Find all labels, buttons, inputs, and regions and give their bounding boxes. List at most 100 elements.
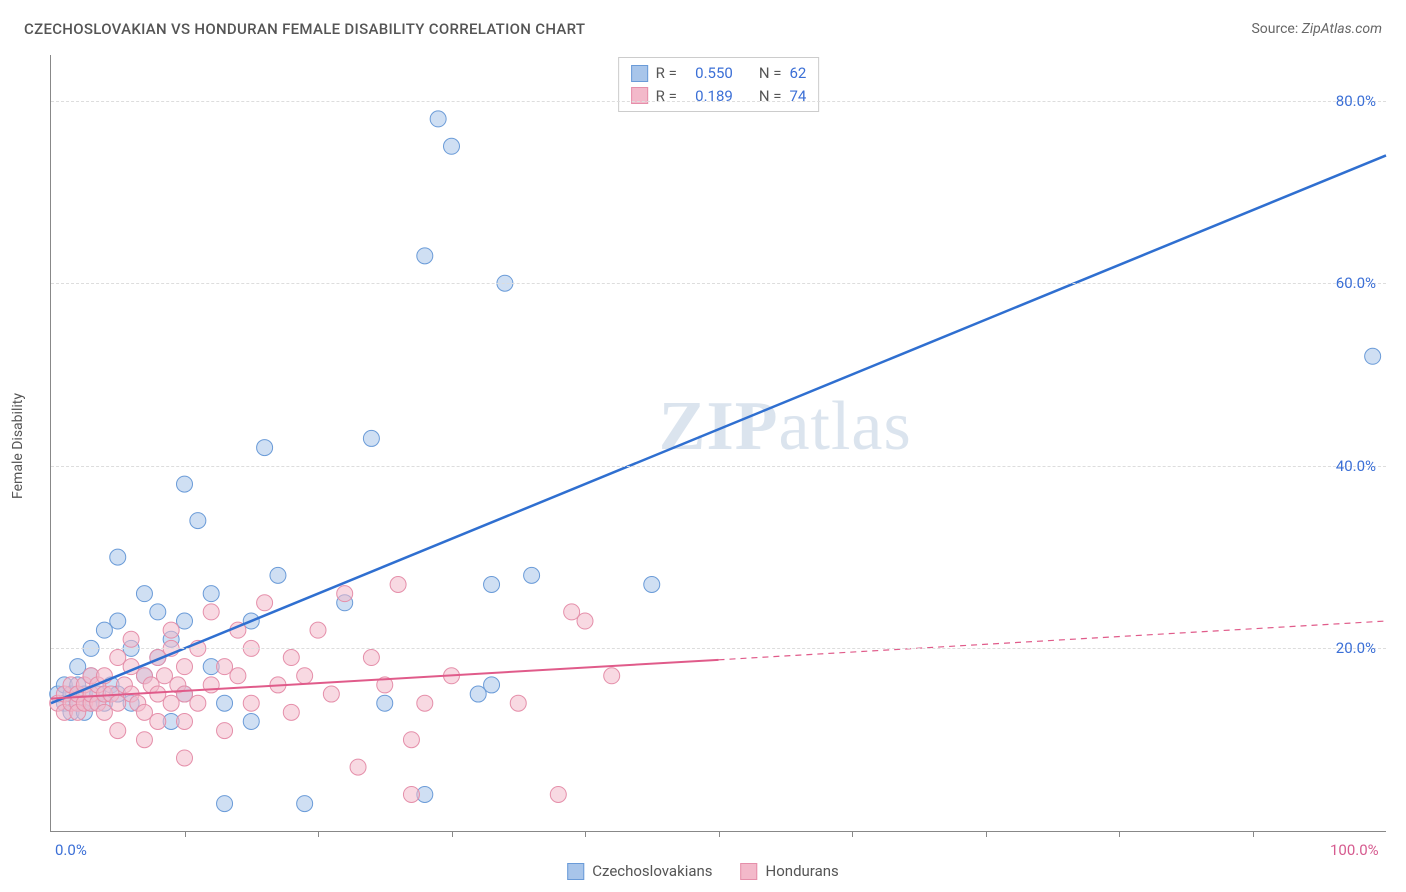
scatter-point [177, 613, 193, 629]
scatter-point [96, 704, 112, 720]
scatter-point [177, 750, 193, 766]
scatter-point [444, 138, 460, 154]
gridline [51, 648, 1386, 649]
xtick [318, 831, 319, 837]
stats-r-value: 0.189 [685, 85, 733, 108]
legend-swatch [567, 863, 584, 880]
scatter-point [390, 577, 406, 593]
scatter-point [110, 723, 126, 739]
ytick-label: 80.0% [1336, 92, 1376, 110]
scatter-point [70, 659, 86, 675]
legend-item: Czechoslovakians [567, 862, 712, 880]
xtick [719, 831, 720, 837]
stats-row: R = 0.550 N = 62 [631, 62, 807, 85]
scatter-point [604, 668, 620, 684]
xtick [1253, 831, 1254, 837]
scatter-point [150, 713, 166, 729]
plot-area: ZIPatlas R =0.550N =62R =0.189N =74 20.0… [50, 55, 1386, 832]
scatter-point [417, 248, 433, 264]
scatter-point [177, 659, 193, 675]
scatter-point [363, 430, 379, 446]
scatter-point [136, 704, 152, 720]
scatter-point [156, 668, 172, 684]
scatter-point [163, 622, 179, 638]
scatter-point [203, 586, 219, 602]
scatter-point [417, 695, 433, 711]
scatter-point [190, 513, 206, 529]
scatter-point [470, 686, 486, 702]
scatter-point [283, 704, 299, 720]
scatter-point [297, 668, 313, 684]
scatter-point [190, 695, 206, 711]
scatter-point [230, 668, 246, 684]
chart-svg [51, 55, 1386, 831]
scatter-point [217, 695, 233, 711]
scatter-point [297, 796, 313, 812]
xtick [452, 831, 453, 837]
xtick [852, 831, 853, 837]
scatter-point [217, 659, 233, 675]
trend-line [51, 155, 1386, 703]
chart-header: CZECHOSLOVAKIAN VS HONDURAN FEMALE DISAB… [24, 20, 1382, 38]
scatter-point [577, 613, 593, 629]
ytick-label: 60.0% [1336, 274, 1376, 292]
scatter-point [203, 604, 219, 620]
gridline [51, 101, 1386, 102]
xtick [1119, 831, 1120, 837]
scatter-point [644, 577, 660, 593]
stats-r-value: 0.550 [685, 62, 733, 85]
stats-r-label: R = [656, 85, 677, 108]
chart-title: CZECHOSLOVAKIAN VS HONDURAN FEMALE DISAB… [24, 20, 585, 38]
scatter-point [337, 586, 353, 602]
stats-box: R = 0.550 N = 62R = 0.189 N = 74 [618, 57, 820, 112]
stats-r-label: R = [656, 62, 677, 85]
scatter-point [510, 695, 526, 711]
scatter-point [243, 713, 259, 729]
stats-n-value: 74 [789, 85, 806, 108]
chart-source: Source: ZipAtlas.com [1251, 21, 1382, 37]
scatter-point [217, 796, 233, 812]
scatter-point [123, 631, 139, 647]
scatter-point [110, 650, 126, 666]
stats-n-value: 62 [789, 62, 806, 85]
source-label: Source: [1251, 21, 1298, 37]
scatter-point [110, 549, 126, 565]
stats-swatch [631, 87, 648, 104]
scatter-point [270, 567, 286, 583]
trend-line-dashed [719, 621, 1387, 660]
scatter-point [136, 732, 152, 748]
scatter-point [177, 713, 193, 729]
scatter-point [136, 586, 152, 602]
legend-label: Czechoslovakians [592, 862, 712, 880]
scatter-point [377, 695, 393, 711]
gridline [51, 283, 1386, 284]
stats-swatch [631, 65, 648, 82]
stats-n-label: N = [759, 62, 782, 85]
legend-swatch [741, 863, 758, 880]
scatter-point [257, 440, 273, 456]
scatter-point [310, 622, 326, 638]
legend-item: Hondurans [741, 862, 839, 880]
scatter-point [564, 604, 580, 620]
scatter-point [110, 695, 126, 711]
ytick-label: 40.0% [1336, 457, 1376, 475]
scatter-point [430, 111, 446, 127]
y-axis-label: Female Disability [10, 393, 26, 499]
scatter-point [484, 577, 500, 593]
scatter-point [217, 723, 233, 739]
xtick [585, 831, 586, 837]
source-value: ZipAtlas.com [1302, 21, 1382, 37]
scatter-point [403, 732, 419, 748]
ytick-label: 20.0% [1336, 639, 1376, 657]
stats-row: R =0.189N =74 [631, 85, 807, 108]
scatter-point [163, 695, 179, 711]
scatter-point [177, 476, 193, 492]
gridline [51, 466, 1386, 467]
xtick-label: 0.0% [55, 841, 87, 859]
bottom-legend: Czechoslovakians Hondurans [567, 862, 839, 880]
scatter-point [350, 759, 366, 775]
scatter-point [150, 686, 166, 702]
scatter-point [323, 686, 339, 702]
scatter-point [96, 622, 112, 638]
scatter-point [1365, 348, 1381, 364]
